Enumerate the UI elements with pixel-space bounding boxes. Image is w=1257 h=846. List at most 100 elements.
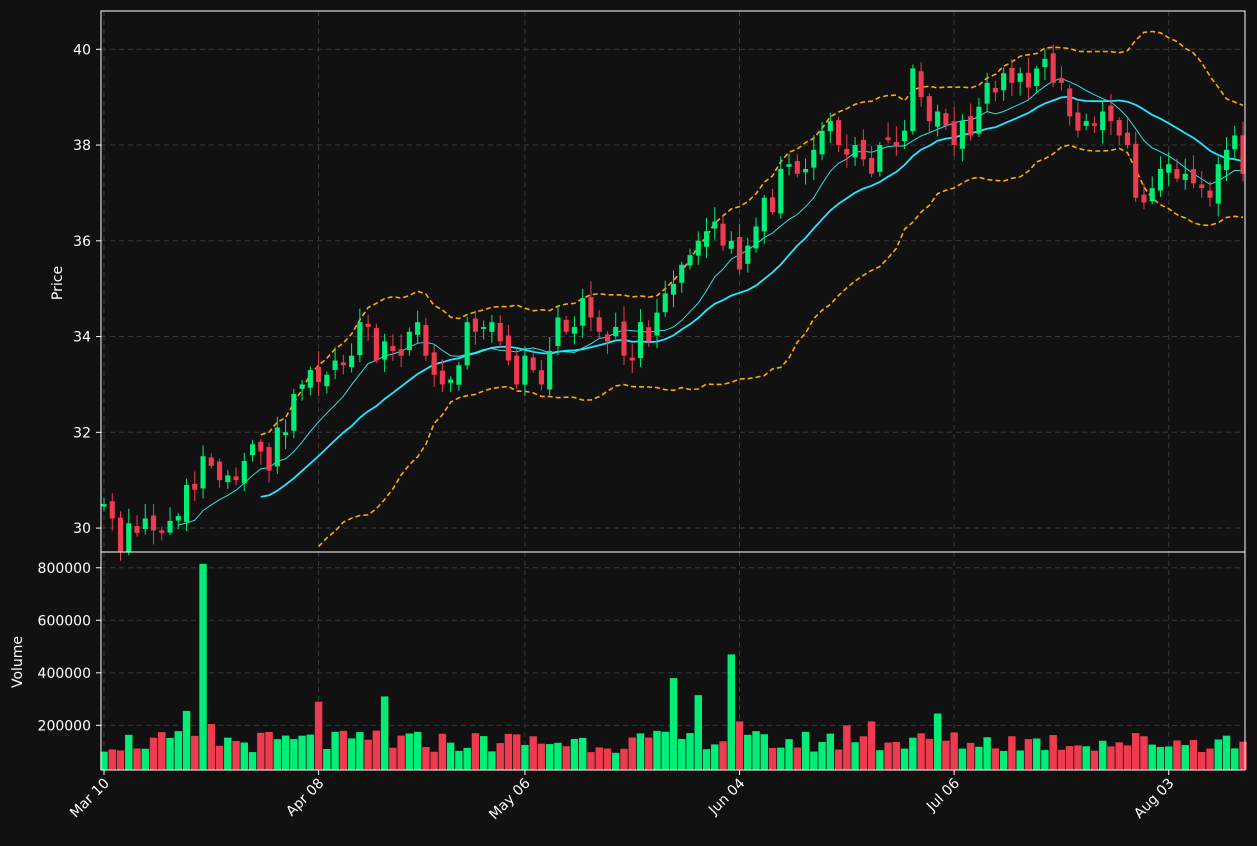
candle-body	[390, 345, 396, 351]
volume-bar	[356, 732, 364, 770]
volume-tick-label: 400000	[38, 666, 91, 682]
volume-bar	[694, 695, 702, 770]
volume-bar	[372, 730, 381, 770]
candle-body	[1100, 111, 1106, 131]
volume-bar	[125, 734, 133, 770]
volume-bar	[1049, 735, 1057, 770]
candle-body	[216, 461, 223, 481]
candle-body	[200, 456, 206, 489]
volume-bar	[966, 742, 975, 770]
candle-body	[984, 82, 990, 104]
volume-bar	[1222, 735, 1231, 770]
volume-bar	[777, 747, 785, 770]
volume-bar	[191, 735, 199, 770]
volume-bar	[562, 746, 570, 770]
volume-bar	[719, 741, 727, 770]
candle-body	[530, 357, 536, 371]
candle-body	[547, 350, 553, 390]
candle-body	[1034, 68, 1040, 87]
candle-body	[481, 326, 487, 329]
volume-bar	[133, 748, 141, 770]
candle-body	[183, 484, 190, 522]
volume-tick-label: 200000	[38, 718, 91, 734]
volume-bar	[1082, 746, 1090, 770]
price-tick-label: 36	[73, 234, 91, 250]
volume-bar	[248, 752, 257, 770]
candle-body	[720, 223, 726, 246]
volume-bar	[306, 734, 315, 770]
volume-bar	[917, 733, 925, 770]
volume-bar	[347, 738, 356, 770]
volume-bar	[735, 721, 744, 770]
volume-bar	[257, 732, 265, 770]
volume-bar	[760, 734, 769, 770]
candle-body	[976, 106, 982, 134]
candle-body	[819, 130, 825, 155]
volume-bar	[1107, 746, 1115, 770]
candle-body	[1017, 73, 1023, 82]
volume-bar	[1189, 739, 1198, 770]
volume-bar	[975, 746, 983, 770]
candle-body	[225, 475, 231, 483]
volume-bar	[1074, 745, 1082, 770]
candle-body	[373, 328, 379, 361]
volume-bar	[1173, 740, 1181, 770]
volume-bar	[686, 733, 694, 770]
candle-body	[398, 349, 404, 356]
volume-bar	[108, 749, 116, 770]
candle-body	[679, 264, 685, 283]
volume-bar	[950, 732, 958, 770]
volume-bar	[843, 725, 851, 770]
candle-body	[1215, 164, 1221, 204]
candle-body	[844, 148, 850, 155]
price-tick-label: 40	[73, 42, 91, 58]
candle-body	[745, 245, 751, 264]
volume-bar	[479, 736, 488, 770]
volume-bar	[834, 749, 843, 770]
candle-body	[1116, 120, 1122, 136]
candle-body	[382, 341, 388, 360]
volume-bar	[810, 751, 818, 770]
price-tick-label: 30	[73, 521, 91, 537]
candle-body	[307, 370, 313, 388]
volume-bar	[636, 733, 645, 770]
bollinger-lower-band	[318, 144, 1244, 548]
bollinger-upper-band	[260, 30, 1244, 436]
candle-body	[1190, 169, 1197, 184]
volume-bar	[149, 737, 158, 770]
volume-bar	[438, 733, 447, 770]
candle-body	[1141, 194, 1147, 203]
volume-tick-label: 600000	[38, 613, 91, 629]
volume-bar	[364, 739, 372, 770]
candle-body	[538, 370, 545, 385]
candle-body	[1050, 53, 1056, 83]
volume-bar	[826, 733, 835, 770]
volume-bar	[933, 713, 942, 770]
candle-body	[728, 240, 734, 249]
volume-bar	[339, 730, 348, 770]
volume-bar	[174, 731, 182, 770]
volume-bar	[628, 737, 636, 770]
volume-bar	[488, 751, 496, 770]
candle-body	[514, 355, 520, 385]
volume-bar	[876, 750, 884, 770]
candle-body	[175, 516, 181, 521]
candle-body	[250, 444, 256, 456]
candle-body	[192, 483, 198, 490]
volume-bar	[744, 734, 752, 770]
candle-body	[299, 384, 305, 389]
candle-body	[349, 355, 355, 368]
candle-body	[761, 197, 767, 232]
volume-bar	[240, 742, 249, 770]
volume-bar	[463, 747, 471, 770]
volume-bar	[504, 733, 513, 770]
candle-body	[406, 331, 412, 351]
volume-bar	[529, 736, 537, 770]
volume-bar	[999, 750, 1008, 770]
candle-body	[753, 226, 759, 249]
candle-body	[695, 240, 701, 256]
volume-bar	[323, 749, 331, 770]
candle-body	[357, 322, 363, 355]
candle-body	[1133, 143, 1139, 198]
